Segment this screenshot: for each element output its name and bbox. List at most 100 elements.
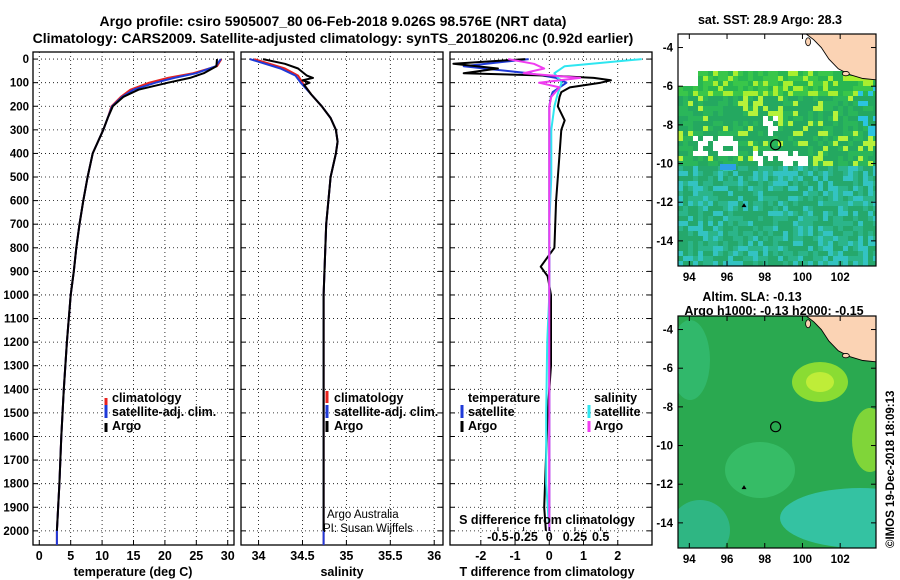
sst-cell: [848, 141, 853, 146]
sst-cell: [693, 161, 698, 166]
sst-cell: [678, 121, 683, 126]
sst-cell: [728, 221, 733, 226]
sst-cell: [738, 141, 743, 146]
sst-cell: [723, 161, 728, 166]
sst-cell: [853, 126, 858, 131]
sst-cell: [743, 251, 748, 256]
sst-cell: [743, 126, 748, 131]
sst-cell: [688, 246, 693, 251]
sst-cell: [843, 156, 848, 161]
sst-cell: [678, 141, 683, 146]
sst-cell: [708, 86, 713, 91]
x-tick-label: 36: [427, 549, 441, 563]
sst-cell: [753, 261, 758, 266]
sst-cell: [828, 241, 833, 246]
sst-cell: [743, 206, 748, 211]
sst-cell: [768, 101, 773, 106]
sst-cell: [793, 241, 798, 246]
sst-cell: [758, 206, 763, 211]
sst-cell: [748, 96, 753, 101]
sst-cell: [863, 191, 868, 196]
sst-cell: [768, 211, 773, 216]
sst-cell: [858, 251, 863, 256]
sst-cell: [813, 231, 818, 236]
sst-cell: [848, 171, 853, 176]
sst-cell: [763, 166, 768, 171]
sst-cell: [793, 206, 798, 211]
sst-cell: [803, 131, 808, 136]
sst-cell: [688, 216, 693, 221]
sst-cell: [753, 76, 758, 81]
sst-cell: [743, 261, 748, 266]
sst-cell: [743, 76, 748, 81]
salinity-scale-tick-label: -0.25: [509, 530, 538, 544]
sst-cell: [753, 101, 758, 106]
sst-cell: [803, 106, 808, 111]
sst-cell: [743, 151, 748, 156]
sst-cell: [693, 91, 698, 96]
sst-cell: [863, 241, 868, 246]
sst-cell: [743, 121, 748, 126]
sst-cell: [788, 101, 793, 106]
sst-cell: [728, 246, 733, 251]
sst-cell: [713, 251, 718, 256]
sst-cell: [793, 251, 798, 256]
sst-cell: [858, 176, 863, 181]
sst-cell: [833, 206, 838, 211]
sst-cell: [738, 86, 743, 91]
sst-cell: [848, 221, 853, 226]
sst-cell: [688, 186, 693, 191]
sst-cell: [693, 116, 698, 121]
sst-cell: [773, 81, 778, 86]
sst-cell: [743, 171, 748, 176]
sst-cell: [788, 221, 793, 226]
sst-cell: [853, 81, 858, 86]
depth-tick-label: 700: [10, 219, 29, 231]
sst-cell: [833, 136, 838, 141]
sst-cell: [718, 81, 723, 86]
sst-cell: [818, 196, 823, 201]
sst-cell: [693, 216, 698, 221]
sst-cell: [753, 216, 758, 221]
sst-cell: [798, 86, 803, 91]
sst-cell: [848, 146, 853, 151]
sst-cell: [688, 111, 693, 116]
sst-cell: [863, 166, 868, 171]
sst-cell: [773, 236, 778, 241]
sst-cell: [683, 86, 688, 91]
sst-cell: [788, 191, 793, 196]
sst-cell: [818, 256, 823, 261]
sst-cell: [753, 161, 758, 166]
sst-cell: [688, 256, 693, 261]
sst-cell: [818, 116, 823, 121]
sst-cell: [778, 126, 783, 131]
sst-cell: [688, 181, 693, 186]
sst-cell: [843, 201, 848, 206]
sst-cell: [753, 246, 758, 251]
sst-cell: [813, 176, 818, 181]
sst-cell: [808, 211, 813, 216]
sst-cell: [708, 221, 713, 226]
sst-cell: [828, 146, 833, 151]
sst-cell: [713, 196, 718, 201]
sst-cell: [853, 211, 858, 216]
sst-cell: [868, 181, 873, 186]
sst-cell: [708, 81, 713, 86]
sst-cell: [733, 136, 738, 141]
sst-cell: [703, 71, 708, 76]
sst-cell: [708, 76, 713, 81]
sst-cell: [738, 76, 743, 81]
sst-cell: [778, 116, 783, 121]
sst-cell: [713, 121, 718, 126]
sst-cell: [868, 96, 873, 101]
sst-field: [678, 71, 876, 266]
sst-cell: [688, 101, 693, 106]
sst-cell: [693, 131, 698, 136]
sst-cell: [858, 91, 863, 96]
sst-cell: [743, 101, 748, 106]
sst-cell: [873, 96, 876, 101]
sst-cell: [833, 196, 838, 201]
legend-satellite-label: satellite-adj. clim.: [112, 405, 216, 419]
sst-cell: [823, 81, 828, 86]
sst-cell: [718, 121, 723, 126]
